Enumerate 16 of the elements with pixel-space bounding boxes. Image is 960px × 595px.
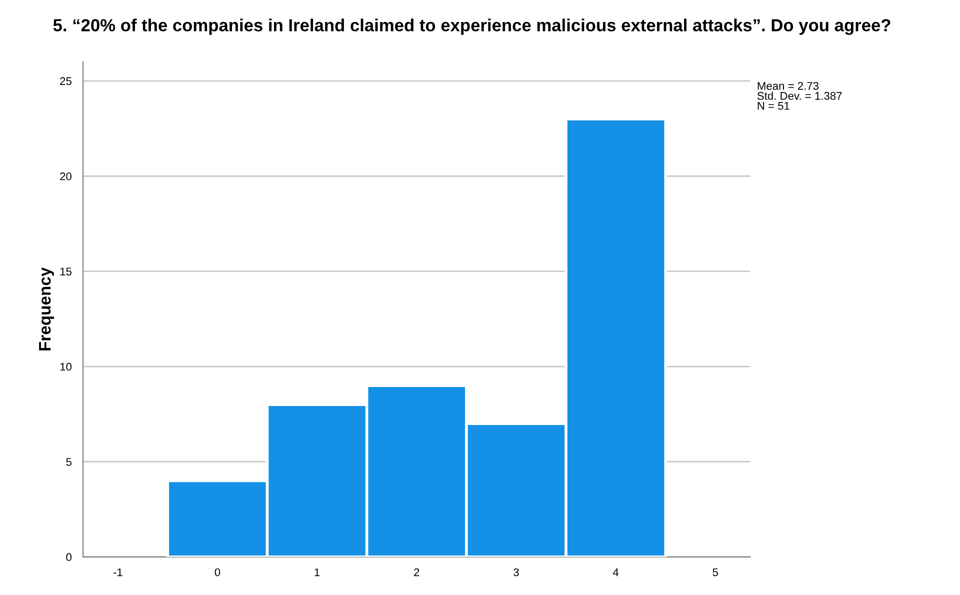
x-tick-label: 0 <box>214 568 220 576</box>
y-tick-label: 25 <box>60 77 72 86</box>
y-tick-label: 15 <box>60 268 72 276</box>
x-tick-label: 2 <box>414 568 420 576</box>
x-tick-label: 1 <box>314 568 320 576</box>
x-tick-label: -1 <box>113 568 122 576</box>
x-tick-label: 4 <box>612 568 619 576</box>
chart-title: 5. “20% of the companies in Ireland claimed to experience malicious external attacks”. Do you agree? <box>53 18 890 35</box>
x-tick-label: 3 <box>514 568 519 576</box>
y-tick-label: 20 <box>60 172 72 180</box>
y-tick-label: 5 <box>66 458 72 466</box>
text: Mean = 2.73 Std. Dev. = 1.387 N = 51 <box>757 82 842 110</box>
x-tick-label: 5 <box>712 568 718 576</box>
y-tick-label: 10 <box>60 362 72 371</box>
y-axis-title: Frequency <box>39 267 54 350</box>
y-tick-label: 0 <box>66 553 72 562</box>
